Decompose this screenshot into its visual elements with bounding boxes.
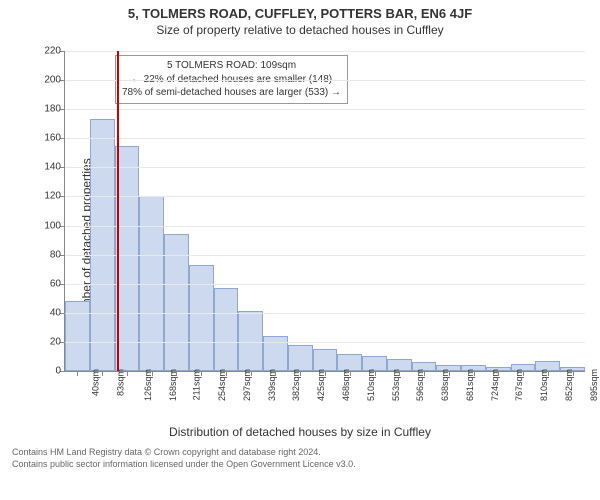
- x-tick: [275, 371, 276, 376]
- gridline: [65, 167, 585, 168]
- x-tick: [498, 371, 499, 376]
- x-axis-label: Distribution of detached houses by size …: [0, 425, 600, 439]
- x-tick: [375, 371, 376, 376]
- x-tick: [523, 371, 524, 376]
- x-tick: [152, 371, 153, 376]
- reference-line: [117, 51, 119, 371]
- annotation-line3: 78% of semi-detached houses are larger (…: [122, 86, 341, 100]
- gridline: [65, 80, 585, 81]
- y-tick-label: 0: [33, 366, 61, 377]
- x-tick: [325, 371, 326, 376]
- footer: Contains HM Land Registry data © Crown c…: [0, 441, 600, 470]
- footer-line2: Contains public sector information licen…: [12, 459, 588, 471]
- y-tick-label: 140: [33, 162, 61, 173]
- bar: [189, 265, 214, 371]
- x-tick: [127, 371, 128, 376]
- x-tick: [201, 371, 202, 376]
- x-tick: [399, 371, 400, 376]
- bar: [313, 349, 338, 371]
- gridline: [65, 342, 585, 343]
- x-tick: [424, 371, 425, 376]
- x-tick: [77, 371, 78, 376]
- page-title-line2: Size of property relative to detached ho…: [0, 23, 600, 37]
- x-tick: [474, 371, 475, 376]
- x-tick: [226, 371, 227, 376]
- y-tick-label: 120: [33, 191, 61, 202]
- gridline: [65, 226, 585, 227]
- page-title-line1: 5, TOLMERS ROAD, CUFFLEY, POTTERS BAR, E…: [0, 6, 600, 21]
- y-tick-label: 80: [33, 249, 61, 260]
- x-tick: [300, 371, 301, 376]
- gridline: [65, 138, 585, 139]
- plot-area: 5 TOLMERS ROAD: 109sqm ← 22% of detached…: [64, 51, 585, 372]
- y-tick-label: 160: [33, 133, 61, 144]
- y-tick-label: 40: [33, 307, 61, 318]
- bar: [288, 345, 313, 371]
- x-tick: [102, 371, 103, 376]
- x-tick: [573, 371, 574, 376]
- x-tick-label: 40sqm: [91, 369, 101, 396]
- gridline: [65, 196, 585, 197]
- bar: [90, 119, 115, 371]
- y-tick-label: 180: [33, 104, 61, 115]
- y-tick-label: 100: [33, 220, 61, 231]
- gridline: [65, 51, 585, 52]
- footer-line1: Contains HM Land Registry data © Crown c…: [12, 447, 588, 459]
- chart-container: Number of detached properties 5 TOLMERS …: [0, 41, 600, 441]
- bar: [214, 288, 239, 371]
- gridline: [65, 313, 585, 314]
- x-tick-label: 83sqm: [116, 369, 126, 396]
- annotation-line1: 5 TOLMERS ROAD: 109sqm: [122, 59, 341, 73]
- x-tick: [176, 371, 177, 376]
- x-tick: [350, 371, 351, 376]
- y-tick-label: 220: [33, 46, 61, 57]
- bar: [65, 301, 90, 371]
- gridline: [65, 284, 585, 285]
- x-tick: [449, 371, 450, 376]
- x-tick: [548, 371, 549, 376]
- y-tick-label: 60: [33, 278, 61, 289]
- gridline: [65, 109, 585, 110]
- y-tick-label: 200: [33, 75, 61, 86]
- gridline: [65, 255, 585, 256]
- y-tick-label: 20: [33, 336, 61, 347]
- x-tick: [251, 371, 252, 376]
- x-tick-label: 895sqm: [589, 369, 599, 401]
